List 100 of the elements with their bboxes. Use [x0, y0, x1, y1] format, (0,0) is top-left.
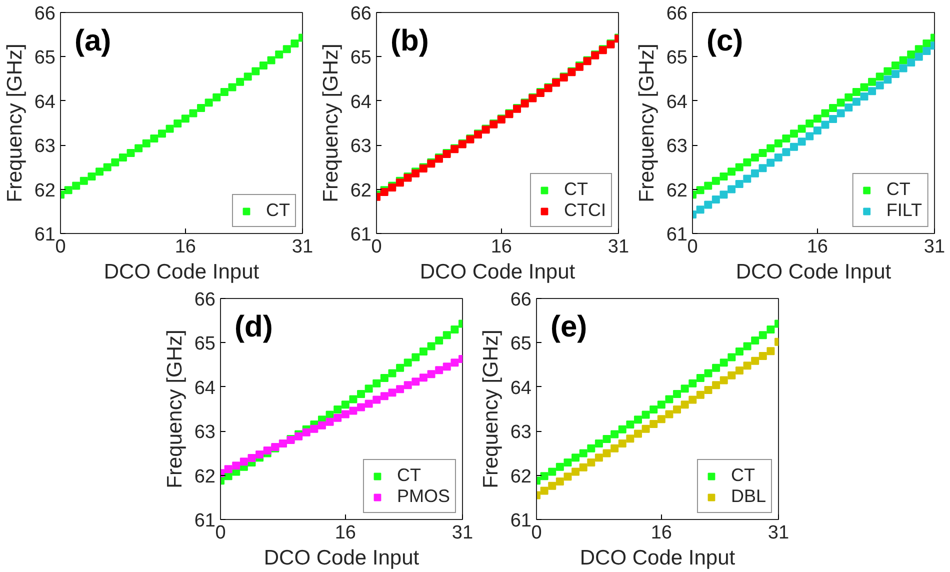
- point: [891, 70, 900, 78]
- x-tick-label: 16: [650, 522, 672, 544]
- point: [634, 416, 642, 424]
- point: [790, 142, 798, 151]
- x-tick-label: 16: [334, 522, 356, 544]
- point: [852, 88, 860, 96]
- point: [290, 39, 299, 48]
- point: [696, 390, 704, 399]
- point: [380, 374, 388, 382]
- point: [821, 109, 830, 118]
- x-axis-title: DCO Code Input: [104, 260, 260, 284]
- point: [610, 430, 619, 438]
- point: [758, 149, 767, 158]
- point: [103, 163, 112, 172]
- point: [587, 444, 596, 452]
- y-tick-label: 62: [666, 180, 688, 202]
- point: [704, 200, 712, 209]
- x-tick-label: 0: [55, 236, 66, 258]
- point: [419, 348, 428, 356]
- point: [735, 180, 744, 188]
- point: [642, 410, 650, 419]
- y-tick-label: 65: [350, 48, 372, 69]
- legend-label: CT: [266, 200, 290, 221]
- point: [626, 434, 634, 443]
- point: [829, 115, 838, 124]
- x-tick-label: 31: [608, 236, 630, 258]
- point: [236, 78, 244, 86]
- point: [743, 362, 752, 370]
- x-tick-label: 31: [924, 236, 946, 258]
- y-tick-label: 65: [510, 334, 532, 355]
- point: [572, 454, 580, 462]
- point: [758, 331, 767, 340]
- y-tick-label: 66: [194, 290, 216, 310]
- point: [556, 477, 564, 486]
- point: [844, 104, 853, 112]
- y-tick-label: 63: [666, 136, 688, 158]
- y-axis-title: Frequency [GHz]: [635, 44, 658, 202]
- point: [564, 472, 572, 481]
- point: [404, 381, 412, 390]
- point: [650, 405, 658, 414]
- point: [720, 190, 728, 199]
- x-axis-title: DCO Code Input: [736, 260, 892, 284]
- point: [404, 358, 412, 367]
- point: [282, 45, 291, 54]
- point: [914, 45, 923, 54]
- point: [618, 439, 626, 448]
- point: [579, 463, 588, 472]
- point: [813, 114, 822, 123]
- point: [860, 83, 868, 92]
- point: [790, 130, 798, 138]
- point: [364, 400, 373, 408]
- point: [244, 72, 252, 81]
- x-tick-label: 16: [174, 236, 196, 258]
- point: [579, 449, 588, 458]
- point: [782, 148, 790, 156]
- x-axis-title: DCO Code Input: [264, 546, 420, 570]
- point: [556, 462, 564, 471]
- point: [80, 176, 88, 185]
- point: [450, 325, 459, 334]
- y-axis-title: Frequency [GHz]: [319, 44, 342, 202]
- point: [720, 172, 728, 180]
- point: [891, 62, 900, 70]
- point: [813, 126, 822, 135]
- point: [743, 158, 752, 166]
- point: [548, 482, 556, 490]
- point: [364, 384, 373, 393]
- point: [712, 195, 720, 204]
- point: [876, 81, 884, 90]
- point: [166, 124, 174, 133]
- point: [267, 56, 276, 64]
- point: [442, 362, 451, 371]
- y-tick-label: 61: [34, 224, 56, 246]
- y-tick-label: 63: [34, 136, 56, 158]
- point: [334, 414, 342, 422]
- point: [334, 405, 342, 414]
- y-tick-label: 61: [194, 510, 216, 532]
- point: [696, 374, 704, 382]
- legend-label: DBL: [730, 486, 766, 507]
- y-tick-label: 61: [510, 510, 532, 532]
- x-tick-label: 31: [452, 522, 474, 544]
- point: [412, 353, 420, 362]
- y-axis-title: Frequency [GHz]: [479, 330, 502, 488]
- point: [735, 366, 744, 375]
- point: [181, 114, 190, 123]
- y-tick-label: 64: [510, 378, 532, 399]
- y-tick-label: 61: [666, 224, 688, 246]
- legend-label: FILT: [886, 200, 922, 221]
- point: [798, 138, 806, 146]
- point: [435, 366, 444, 374]
- point: [174, 119, 182, 128]
- point: [388, 388, 396, 397]
- legend-label: CTCI: [564, 200, 606, 221]
- point: [806, 119, 814, 128]
- point: [750, 169, 759, 178]
- y-tick-label: 62: [194, 466, 216, 488]
- point: [868, 87, 876, 96]
- point: [758, 352, 767, 360]
- point: [158, 130, 166, 138]
- point: [212, 93, 221, 102]
- y-tick-label: 64: [350, 92, 372, 113]
